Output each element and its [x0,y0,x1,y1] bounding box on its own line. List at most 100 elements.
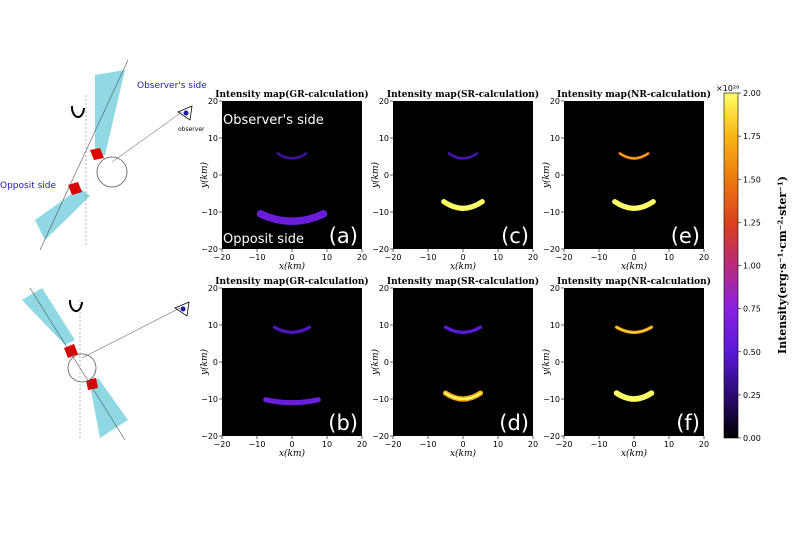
y-tick-label: −20 [543,245,560,254]
y-tick-label: 20 [379,97,389,106]
emission-arc-core [619,152,649,159]
y-tick-label: 20 [208,284,218,293]
y-tick-label: −10 [372,395,389,404]
colorbar: 0.00 0.25 0.50 0.75 1.00 1.25 1.50 1.75 2.00 ×10… [716,84,789,443]
y-axis-label: y(km) [199,161,210,189]
x-tick-label: 0 [289,440,294,449]
panel-title: Intensity map(GR-calculation) [215,276,368,287]
panel-letter: (d) [499,411,529,435]
schematic-top: Observer's side Opposit side observer [0,59,207,251]
opposit-side-annotation: Opposit side [223,232,304,247]
y-tick-label: 10 [379,134,389,143]
y-axis-label: y(km) [199,348,210,376]
observer-label: observer [178,126,205,133]
panel-title: Intensity map(SR-calculation) [387,276,539,287]
x-tick-label: −10 [249,440,266,449]
panel-letter: (b) [328,411,358,435]
panel-title: Intensity map(SR-calculation) [387,89,539,100]
emission-arc [443,325,483,335]
emission-arc-core [442,200,484,210]
x-tick-label: 10 [322,440,332,449]
panel-letter: (e) [671,224,700,248]
x-tick-label: 20 [528,253,538,262]
eye-pupil-icon [180,306,186,312]
y-tick-label: −20 [372,432,389,441]
panel-d: Intensity map(SR-calculation) −20 −10 0 10 20… [370,276,539,459]
x-tick-label: 20 [357,253,367,262]
observers-side-label: Observer's side [137,81,207,91]
y-tick-label: 20 [208,97,218,106]
opposit-side-label: Opposit side [0,181,56,191]
x-tick-label: 20 [357,440,367,449]
x-tick-label: 10 [664,440,674,449]
x-tick-label: 10 [322,253,332,262]
panel-letter: (f) [676,411,700,435]
emission-arc [447,152,479,160]
cone-observers-side [95,70,125,155]
emission-arc [272,325,312,335]
colorbar-tick-label: 1.00 [743,262,761,271]
axis-bottom [29,287,126,441]
colorbar-ticks: 0.00 0.25 0.50 0.75 1.00 1.25 1.50 1.75 2.00 [738,89,761,443]
y-axis-label: y(km) [541,348,552,376]
emission-arc [276,152,308,160]
y-axis-label: y(km) [370,348,381,376]
panel-a: Intensity map(GR-calculation) −20 −10 0 10 20… [199,89,369,272]
rotation-arrow-icon [70,105,85,118]
eye-pupil-icon [183,110,189,116]
panel-background [393,288,533,436]
cap-bottom [68,182,82,195]
x-tick-label: −10 [420,440,437,449]
panel-f: Intensity map(NR-calculation) −20 −10 0 10 20… [541,276,711,459]
eye-icon [177,105,193,121]
y-tick-label: 0 [555,358,560,367]
colorbar-tick-label: 1.50 [743,175,761,184]
colorbar-tick-label: 0.25 [743,391,761,400]
y-tick-label: −10 [201,395,218,404]
cap-top [90,148,104,160]
emission-arc-core [615,326,653,334]
emission-arc [263,397,321,406]
x-axis-label: x(km) [621,448,648,459]
colorbar-gradient [723,92,739,439]
emission-arc-core [444,392,482,401]
x-tick-label: 0 [460,440,465,449]
x-tick-label: 0 [631,440,636,449]
emission-arc-core [615,391,653,401]
panel-background [222,288,362,436]
axis-top [39,59,129,251]
schematic-bottom [22,287,190,441]
colorbar-tick-label: 2.00 [743,89,761,98]
panel-b: Intensity map(GR-calculation) −20 −10 0 10 20… [199,276,369,459]
panel-c: Intensity map(SR-calculation) −20 −10 0 10 20… [370,89,539,272]
y-tick-label: 0 [213,358,218,367]
x-tick-label: 10 [493,440,503,449]
y-axis-label: y(km) [541,161,552,189]
y-tick-label: 0 [384,171,389,180]
x-tick-label: −20 [214,440,231,449]
x-tick-label: −20 [556,253,573,262]
x-tick-label: 10 [664,253,674,262]
y-tick-label: 20 [379,284,389,293]
y-tick-label: −10 [543,395,560,404]
y-tick-label: 10 [379,321,389,330]
observers-side-annotation: Observer's side [223,113,324,128]
star-bottom [67,353,97,383]
y-tick-label: −10 [201,208,218,217]
star-top [96,156,128,188]
panel-title: Intensity map(NR-calculation) [557,276,711,287]
colorbar-tick-label: 1.25 [743,218,761,227]
x-tick-label: −10 [591,253,608,262]
x-tick-label: 0 [460,253,465,262]
panel-background [564,288,704,436]
intensity-panels: Intensity map(GR-calculation) −20 −10 0 10 20… [199,89,711,459]
panel-title: Intensity map(NR-calculation) [557,89,711,100]
cone-lower [90,378,128,438]
y-tick-label: 0 [555,171,560,180]
x-axis-label: x(km) [450,448,477,459]
cap-lower [86,378,98,390]
x-tick-label: −20 [556,440,573,449]
sightline-top [111,111,183,163]
colorbar-multiplier: ×10²⁸ [716,84,739,93]
y-tick-label: −20 [372,245,389,254]
